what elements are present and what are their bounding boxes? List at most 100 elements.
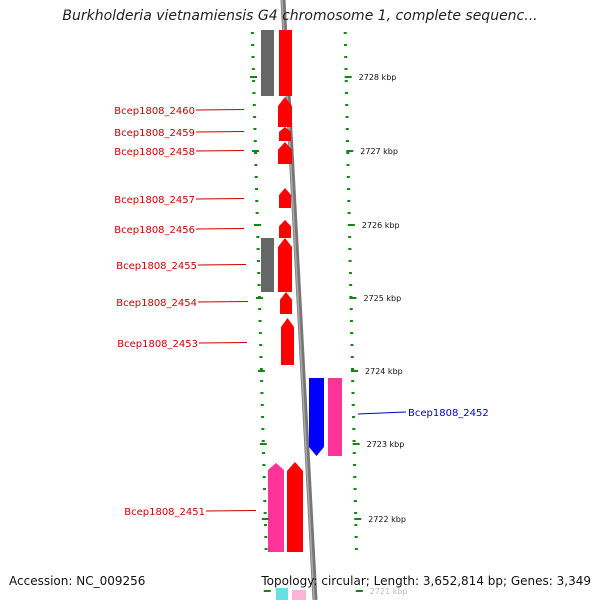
major-tick (261, 518, 269, 520)
gene-label: Bcep1808_2452 (408, 408, 489, 419)
tick-mark (354, 548, 358, 550)
tick-mark (344, 68, 348, 70)
tick-mark (346, 152, 350, 154)
gene-label: Bcep1808_2459 (114, 128, 195, 139)
tick-mark (250, 32, 254, 34)
tick-mark (352, 416, 356, 418)
tick-mark (345, 104, 349, 106)
tick-mark (257, 272, 261, 274)
major-tick (259, 443, 267, 445)
tick-mark (253, 116, 257, 118)
gene-arrow (280, 292, 292, 314)
gene-label-leader (205, 510, 257, 512)
major-tick (351, 370, 359, 372)
scale-layer: 2728 kbp 2727 kbp 2726 kbp 2725 kbp 2724 kbp… (250, 73, 408, 596)
tick-mark (260, 380, 264, 382)
tick-mark (347, 200, 351, 202)
tick-mark (251, 56, 255, 58)
accession-text: Accession: NC_009256 (9, 574, 146, 588)
tick-mark (263, 500, 267, 502)
tick-mark (349, 320, 353, 322)
tick-mark (252, 104, 256, 106)
tick-mark (259, 368, 263, 370)
gene-label: Bcep1808_2460 (114, 106, 195, 117)
gene-arrow (279, 127, 291, 141)
gene-label: Bcep1808_2456 (114, 225, 195, 236)
tick-mark (258, 320, 262, 322)
tick-mark (255, 212, 259, 214)
major-tick (257, 370, 265, 372)
gene-label-leader (357, 411, 407, 415)
gray-feature-block (261, 30, 274, 96)
tick-mark (354, 512, 358, 514)
tick-mark (254, 176, 258, 178)
tick-mark (259, 344, 263, 346)
tick-mark (256, 260, 260, 262)
major-tick (344, 76, 352, 78)
major-tick (250, 76, 258, 78)
scale-label: 2726 kbp (362, 221, 400, 230)
tick-mark (264, 548, 268, 550)
gene-arrow (287, 462, 303, 552)
scale-label: 2728 kbp (359, 73, 397, 82)
tick-mark (252, 92, 256, 94)
tick-mark (353, 464, 357, 466)
scale-label: 2722 kbp (368, 515, 406, 524)
map-title: Burkholderia vietnamiensis G4 chromosome… (62, 8, 538, 24)
tick-mark (354, 536, 358, 538)
gene-label-leader (195, 131, 245, 133)
tick-mark (254, 152, 258, 154)
partial-gene-pink (292, 590, 306, 600)
tick-mark (262, 464, 266, 466)
gene-label: Bcep1808_2457 (114, 195, 195, 206)
scale-label: 2724 kbp (365, 367, 403, 376)
scale-label: 2721 kbp (370, 587, 408, 596)
tick-mark (348, 260, 352, 262)
tick-mark (264, 536, 268, 538)
tick-mark (347, 212, 351, 214)
tick-mark (354, 524, 358, 526)
gene-label-leader (195, 198, 245, 200)
major-tick (347, 224, 355, 226)
scale-label: 2723 kbp (367, 440, 405, 449)
gray-feature-block (261, 238, 274, 292)
tick-mark (258, 332, 262, 334)
tick-mark (259, 356, 263, 358)
gene-arrow (279, 188, 291, 208)
tick-mark (261, 440, 265, 442)
tick-mark (256, 248, 260, 250)
gene-label-leader (197, 301, 249, 303)
tick-mark (352, 452, 356, 454)
tick-mark (349, 308, 353, 310)
gene-label: Bcep1808_2453 (117, 339, 198, 350)
tick-mark (263, 488, 267, 490)
tick-mark (353, 500, 357, 502)
gene-arrow (279, 220, 291, 238)
tick-mark (262, 476, 266, 478)
tick-mark (255, 188, 259, 190)
tick-mark (350, 356, 354, 358)
partial-gene-cyan (276, 588, 288, 600)
tick-mark (252, 80, 256, 82)
tick-mark (348, 272, 352, 274)
tick-mark (353, 488, 357, 490)
major-tick (252, 150, 260, 152)
gene-label-leader (195, 109, 245, 111)
tick-mark (253, 140, 257, 142)
tick-mark (347, 188, 351, 190)
tick-mark (348, 248, 352, 250)
tick-mark (350, 368, 354, 370)
pseudo-gene-block (328, 378, 342, 456)
gene-arrow (281, 318, 294, 365)
topology-text: Topology: circular; Length: 3,652,814 bp… (261, 574, 591, 588)
ticks-layer (250, 32, 358, 550)
tick-mark (343, 32, 347, 34)
tick-mark (345, 116, 349, 118)
gene-label-leader (195, 228, 245, 230)
tick-mark (253, 128, 257, 130)
gene-label: Bcep1808_2454 (116, 298, 197, 309)
tick-mark (254, 164, 258, 166)
scale-label: 2725 kbp (363, 294, 401, 303)
tick-mark (343, 44, 347, 46)
